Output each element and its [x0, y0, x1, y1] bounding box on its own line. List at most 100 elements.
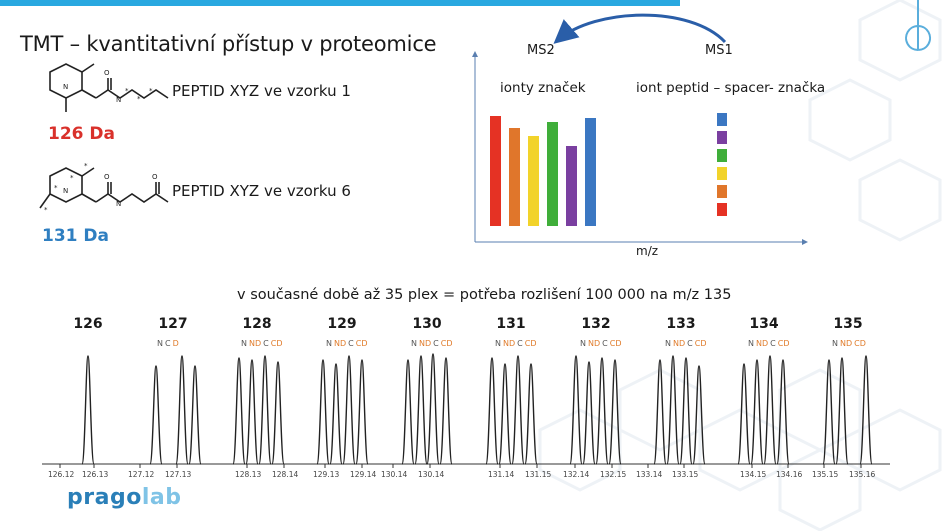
plex-sublabel: N	[241, 339, 247, 348]
plex-sublabel-group: N ND C CD	[241, 339, 284, 348]
plex-peak	[653, 359, 667, 465]
svg-text:N: N	[116, 200, 121, 208]
plex-sublabel: CD	[270, 339, 283, 348]
plex-sublabel: ND	[839, 339, 853, 348]
plex-peak	[776, 359, 790, 465]
plex-peak	[763, 355, 777, 465]
reporter-ion-bar	[528, 136, 539, 226]
plex-peak	[569, 355, 583, 465]
mass-label-126: 126 Da	[48, 124, 115, 144]
plex-channel-label: 133	[666, 316, 696, 332]
svg-text:*: *	[125, 87, 129, 95]
plex-peak	[316, 359, 330, 465]
piperidine-ring-1	[49, 63, 83, 99]
svg-text:*: *	[54, 184, 58, 192]
svg-text:N: N	[63, 83, 68, 91]
plex-resolution-headline: v současné době až 35 plex = potřeba roz…	[237, 287, 732, 303]
plex-channel-label: 127	[158, 316, 188, 332]
svg-text:*: *	[137, 95, 141, 103]
svg-text:O: O	[104, 69, 110, 77]
plex-peak	[188, 365, 202, 465]
mass-label-131: 131 Da	[42, 226, 109, 246]
plex-sublabel: C	[348, 339, 354, 348]
plex-peak	[439, 357, 453, 465]
plex-sublabel-group: N ND C CD	[580, 339, 623, 348]
plex-tick-label: 130.14	[381, 470, 408, 479]
plex-peaks-chart	[42, 353, 890, 468]
plex-tick-label: 129.13	[313, 470, 340, 479]
plex-channel-label: 134	[749, 316, 779, 332]
plex-peak	[822, 359, 836, 465]
reporter-ion-bar	[585, 118, 596, 226]
svg-text:O: O	[152, 173, 158, 181]
precursor-segment	[717, 131, 727, 144]
precursor-segment	[717, 203, 727, 216]
plex-sublabel: C	[602, 339, 608, 348]
plex-sublabel: ND	[502, 339, 516, 348]
plex-tick-label: 127.13	[165, 470, 192, 479]
plex-sublabel-group: N ND C CD	[411, 339, 454, 348]
reporter-ion-bar	[547, 122, 558, 226]
plex-tick-label: 130.14	[418, 470, 445, 479]
svg-text:*: *	[149, 87, 153, 95]
plex-peak	[582, 361, 596, 465]
plex-sublabel: CD	[440, 339, 453, 348]
plex-sublabel: CD	[524, 339, 537, 348]
plex-peak	[666, 355, 680, 465]
plex-peak	[81, 355, 95, 465]
plex-channel-label: 132	[581, 316, 611, 332]
plex-channel-label: 131	[496, 316, 526, 332]
page-title: TMT – kvantitativní přístup v proteomice	[20, 32, 437, 56]
plex-peak	[401, 359, 415, 465]
ms-spectrum-diagram	[472, 13, 808, 245]
plex-sublabel: ND	[333, 339, 347, 348]
plex-tick-label: 132.15	[600, 470, 627, 479]
plex-tick-label: 131.15	[525, 470, 552, 479]
plex-sublabel: ND	[672, 339, 686, 348]
plex-tick-label: 127.12	[128, 470, 155, 479]
top-accent-bar	[0, 0, 680, 6]
plex-sublabel: C	[687, 339, 693, 348]
plex-peak	[835, 357, 849, 465]
plex-tick-label: 134.15	[740, 470, 767, 479]
plex-peak	[414, 355, 428, 465]
plex-sublabel: D	[172, 339, 179, 348]
plex-sublabel: N	[495, 339, 501, 348]
plex-peak	[679, 357, 693, 465]
plex-peak	[485, 357, 499, 465]
plex-channel-label: 129	[327, 316, 357, 332]
plex-tick-label: 131.14	[488, 470, 515, 479]
plex-peak	[524, 363, 538, 465]
peptide-sample-1-label: PEPTID XYZ ve vzorku 1	[172, 82, 351, 100]
plex-channel-label: 130	[412, 316, 442, 332]
plex-sublabel: N	[326, 339, 332, 348]
plex-sublabel-group: N ND C CD	[748, 339, 791, 348]
plex-sublabel: CD	[694, 339, 707, 348]
ms1-label: MS1	[705, 43, 733, 58]
precursor-segment	[717, 185, 727, 198]
plex-peak	[859, 355, 873, 465]
plex-sublabel: CD	[854, 339, 866, 348]
plex-channel-label: 135	[833, 316, 863, 332]
plex-peak	[329, 363, 343, 465]
ms2-label: MS2	[527, 43, 555, 58]
plex-peak	[595, 357, 609, 465]
plex-peak	[737, 363, 751, 465]
plex-sublabel: C	[433, 339, 439, 348]
plex-sublabel: C	[517, 339, 523, 348]
plex-sublabel-group: N ND CD	[832, 339, 868, 348]
plex-tick-label: 129.14	[350, 470, 377, 479]
precursor-segment	[717, 167, 727, 180]
plex-sublabel: CD	[355, 339, 368, 348]
plex-peak	[608, 359, 622, 465]
plex-channel-label: 126	[73, 316, 103, 332]
plex-sublabel: CD	[777, 339, 790, 348]
plex-peak	[342, 355, 356, 465]
plex-tick-label: 132.14	[563, 470, 590, 479]
plex-sublabel-group: N ND C CD	[665, 339, 708, 348]
svg-text:*: *	[44, 206, 48, 214]
mz-axis-label: m/z	[636, 244, 659, 258]
plex-tick-label: 128.13	[235, 470, 262, 479]
reporter-ions-label: ionty značek	[500, 80, 586, 96]
plex-sublabel: ND	[755, 339, 769, 348]
